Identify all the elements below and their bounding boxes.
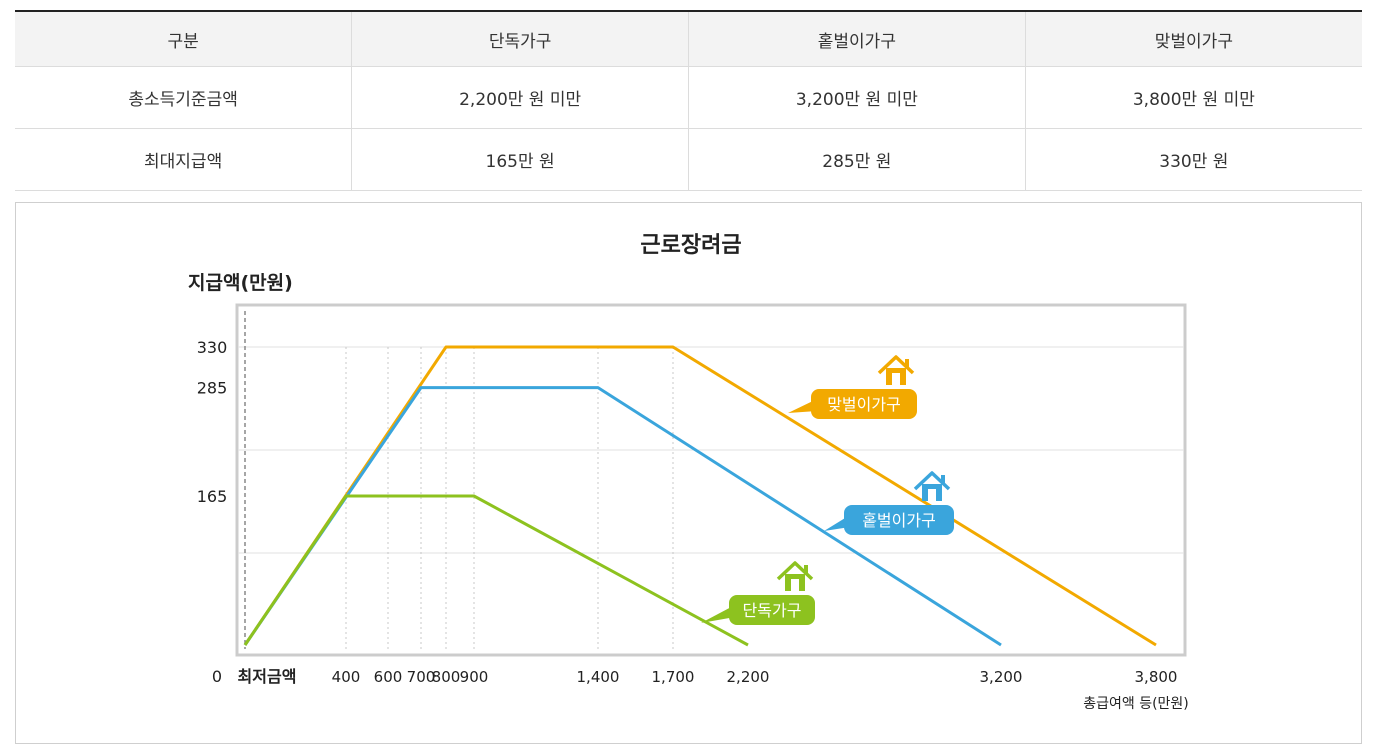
house-icon: [877, 355, 915, 385]
x-tick-label: 2,200: [727, 668, 770, 686]
table-cell: 2,200만 원 미만: [351, 66, 689, 129]
house-icon: [776, 561, 814, 591]
x-min-amount-label: 최저금액: [238, 667, 297, 686]
y-axis-label: 지급액(만원): [188, 272, 293, 294]
header-cell-single: 단독가구: [351, 10, 689, 67]
y-tick-labels: 165 285 330: [197, 338, 228, 506]
x-tick-label: 3,800: [1135, 668, 1178, 686]
y-tick-label: 165: [197, 487, 228, 506]
table-cell: 165만 원: [351, 128, 689, 191]
plot-area: [235, 303, 1187, 657]
x-tick-label: 3,200: [980, 668, 1023, 686]
house-door: [928, 489, 936, 501]
series-lines: [243, 345, 1157, 647]
x-tick-label: 1,700: [652, 668, 695, 686]
x-tick-label: 900: [460, 668, 489, 686]
y-tick-label: 285: [197, 379, 228, 398]
table-cell: 285만 원: [688, 128, 1026, 191]
table-row: 총소득기준금액 2,200만 원 미만 3,200만 원 미만 3,800만 원…: [15, 66, 1362, 129]
table-cell: 330만 원: [1024, 128, 1362, 191]
row-label-max-payment: 최대지급액: [15, 128, 352, 191]
callout-pointer: [788, 399, 817, 413]
x-origin-label: 0: [212, 667, 222, 686]
house-chimney: [905, 359, 909, 367]
x-tick-label: 600: [374, 668, 403, 686]
callout-label: 맞벌이가구: [827, 395, 901, 414]
callout-label: 홑벌이가구: [862, 511, 936, 530]
x-tick-label: 800: [432, 668, 461, 686]
callout-badge: [844, 505, 954, 535]
x-tick-label: 400: [332, 668, 361, 686]
x-tick-label: 700: [407, 668, 436, 686]
callout-pointer: [824, 515, 850, 531]
header-cell-dual-earner: 맞벌이가구: [1024, 10, 1362, 67]
house-icon: [913, 471, 951, 501]
eitc-summary-table: 구분 단독가구 홑벌이가구 맞벌이가구 총소득기준금액 2,200만 원 미만 …: [15, 10, 1362, 191]
row-label-income-threshold: 총소득기준금액: [15, 66, 352, 129]
x-guides: [345, 347, 674, 649]
house-door: [892, 373, 900, 385]
callout-label: 단독가구: [743, 601, 802, 620]
y-tick-label: 330: [197, 338, 228, 357]
table-cell: 3,200만 원 미만: [688, 66, 1026, 129]
house-roof: [913, 471, 951, 491]
chart-title: 근로장려금: [640, 233, 741, 258]
header-cell-single-earner: 홑벌이가구: [688, 10, 1026, 67]
callout-badge: [729, 595, 815, 625]
chart-container: 근로장려금 지급액(만원) 165 285 330 400 600 700 800 900 1…: [15, 202, 1362, 744]
header-cell-category: 구분: [15, 10, 352, 67]
house-roof: [776, 561, 814, 581]
table-row: 최대지급액 165만 원 285만 원 330만 원: [15, 128, 1362, 191]
house-door: [791, 579, 799, 591]
grid: [238, 346, 1184, 554]
callout-badge: [811, 389, 917, 419]
series-line: [243, 494, 749, 647]
x-tick-label: 1,400: [577, 668, 620, 686]
house-chimney: [804, 565, 808, 573]
table-header-row: 구분 단독가구 홑벌이가구 맞벌이가구: [15, 10, 1362, 67]
table-cell: 3,800만 원 미만: [1024, 66, 1362, 129]
x-axis-label: 총급여액 등(만원): [1083, 696, 1189, 712]
callout-pointer: [701, 605, 735, 623]
house-chimney: [941, 475, 945, 483]
house-roof: [877, 355, 915, 375]
